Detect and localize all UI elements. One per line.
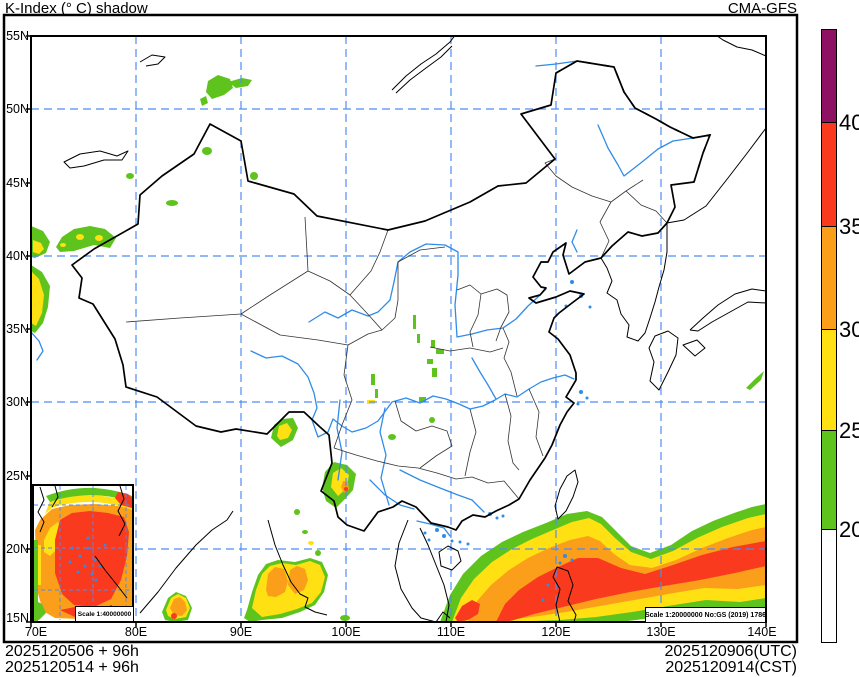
lat-label-15n: 15N [6, 611, 29, 625]
lat-label-55n: 55N [6, 29, 29, 43]
lon-label-110e: 110E [436, 625, 466, 639]
lon-label-100e: 100E [331, 625, 361, 639]
colorbar-segment-purple [822, 30, 836, 123]
chart-title: K-Index (° C) shadow [5, 0, 148, 17]
lon-label-80e: 80E [124, 625, 148, 639]
lon-label-140e: 140E [747, 625, 777, 639]
china-national-border [71, 60, 711, 532]
map-frame [30, 35, 767, 623]
graticule-grid [31, 36, 766, 622]
valid-time-cst: 2025120914(CST) [665, 659, 797, 676]
inset-map [32, 484, 134, 623]
colorbar-segment-yellow [822, 330, 836, 431]
colorbar-label-30: 30 [839, 317, 859, 342]
kindex-green-regions [31, 75, 766, 622]
lon-label-70e: 70E [24, 625, 48, 639]
lat-label-20n: 20N [6, 542, 29, 556]
lon-label-120e: 120E [541, 625, 571, 639]
colorbar-label-20: 20 [839, 517, 859, 542]
run-time-utc: 2025120506 + 96h [5, 643, 139, 660]
map-scale-label: Scale 1:20000000 No:GS (2019) 1786 [645, 607, 766, 623]
lat-label-50n: 50N [6, 102, 29, 116]
colorbar-segment-orange [822, 227, 836, 330]
lon-label-90e: 90E [229, 625, 253, 639]
axis-ticks [26, 35, 767, 627]
run-time-cst: 2025120514 + 96h [5, 659, 139, 676]
model-name: CMA-GFS [727, 0, 797, 17]
colorbar-segment-white [822, 530, 836, 642]
lat-label-25n: 25N [6, 469, 29, 483]
colorbar-label-25: 25 [839, 418, 859, 443]
colorbar [821, 29, 837, 643]
lon-label-130e: 130E [646, 625, 676, 639]
outer-frame [2, 13, 799, 644]
rivers [31, 60, 711, 537]
map-content [31, 36, 766, 622]
inset-scale-label: Scale 1:40000000 [75, 606, 134, 622]
coastlines [63, 36, 766, 622]
colorbar-segment-red [822, 123, 836, 227]
lat-label-30n: 30N [6, 395, 29, 409]
kindex-yellow-regions [31, 234, 766, 622]
colorbar-label-40: 40 [839, 110, 859, 135]
colorbar-label-35: 35 [839, 214, 859, 239]
lat-label-40n: 40N [6, 249, 29, 263]
amur-border-dashes [555, 60, 712, 183]
province-boundaries [125, 158, 668, 500]
lat-label-45n: 45N [6, 176, 29, 190]
valid-time-utc: 2025120906(UTC) [664, 643, 797, 660]
kindex-red-regions [171, 487, 766, 622]
lat-label-35n: 35N [6, 322, 29, 336]
colorbar-segment-green [822, 431, 836, 530]
